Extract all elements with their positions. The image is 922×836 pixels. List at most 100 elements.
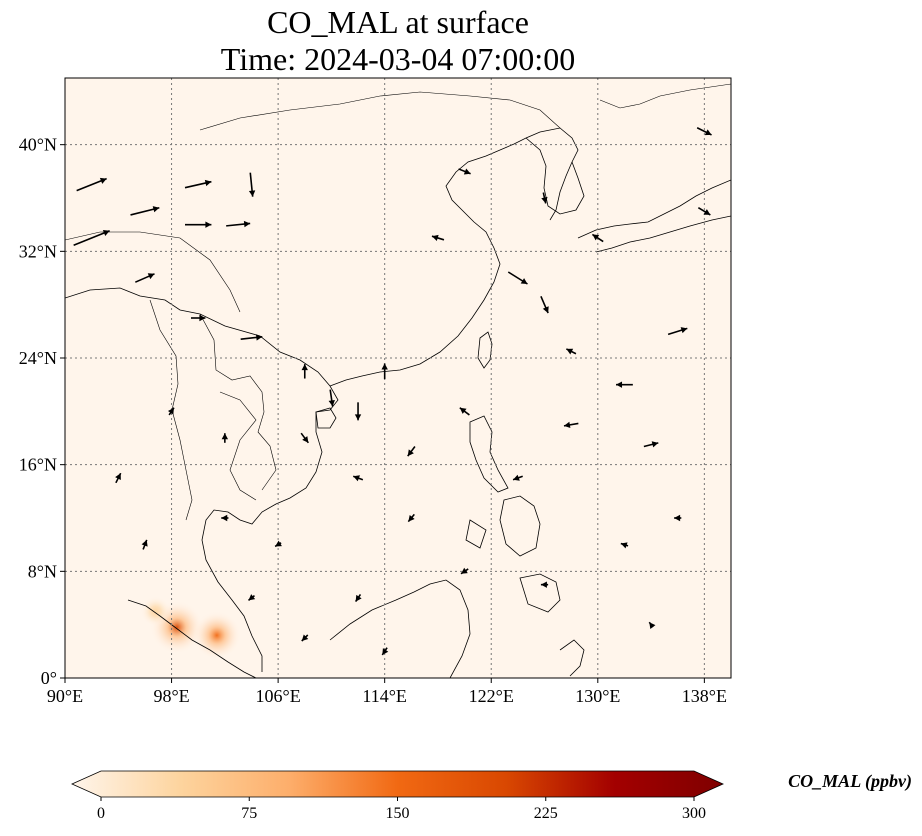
x-tick-label: 90°E bbox=[47, 686, 83, 706]
mindanao-coast bbox=[519, 573, 561, 613]
wind-arrow bbox=[566, 348, 577, 355]
y-tick-label: 40°N bbox=[19, 135, 57, 155]
map-frame bbox=[64, 77, 732, 679]
chart-title-line2: Time: 2024-03-04 07:00:00 bbox=[221, 41, 575, 77]
wind-arrow bbox=[354, 402, 362, 421]
hainan-island bbox=[315, 407, 337, 429]
chart-title-line1: CO_MAL at surface bbox=[267, 4, 529, 40]
x-tick-label: 122°E bbox=[469, 686, 514, 706]
wind-arrow bbox=[541, 192, 548, 204]
wind-arrow bbox=[643, 441, 659, 448]
wind-arrow bbox=[354, 593, 362, 603]
wind-arrow bbox=[407, 446, 416, 457]
x-tick-label: 130°E bbox=[575, 686, 620, 706]
colorbar-tick-label: 300 bbox=[682, 805, 706, 822]
wind-arrow bbox=[697, 207, 711, 216]
wind-arrow bbox=[274, 540, 282, 548]
map-background bbox=[65, 78, 731, 678]
wind-arrow bbox=[431, 234, 445, 241]
y-tick-label: 0° bbox=[41, 668, 57, 688]
sumatra-island bbox=[127, 599, 257, 678]
japan-coast bbox=[577, 179, 731, 239]
colorbar-tick-label: 225 bbox=[534, 805, 558, 822]
wind-arrow bbox=[76, 177, 107, 192]
wind-arrow bbox=[512, 474, 523, 481]
wind-arrow bbox=[328, 389, 335, 407]
inland-border-6 bbox=[219, 391, 257, 501]
wind-arrow bbox=[507, 271, 528, 285]
wind-arrow bbox=[184, 179, 212, 189]
wind-arrow bbox=[460, 567, 469, 575]
x-tick-label: 106°E bbox=[256, 686, 301, 706]
wind-arrow bbox=[458, 168, 471, 175]
colorbar-tick-label: 150 bbox=[386, 805, 410, 822]
y-axis-ticks: 0° 8°N 16°N 24°N 32°N 40°N bbox=[19, 135, 65, 688]
wind-arrow bbox=[226, 220, 251, 228]
sulawesi-island bbox=[559, 639, 585, 677]
y-tick-label: 32°N bbox=[19, 241, 57, 261]
wind-arrow bbox=[191, 314, 206, 322]
wind-arrow bbox=[115, 472, 122, 484]
wind-arrow bbox=[247, 594, 256, 602]
philippines-south-islands bbox=[465, 495, 541, 557]
inland-border-3 bbox=[65, 231, 241, 313]
inland-border-4 bbox=[199, 91, 561, 131]
x-tick-label: 114°E bbox=[362, 686, 407, 706]
wind-arrow bbox=[459, 407, 470, 416]
wind-arrow bbox=[352, 475, 364, 482]
wind-arrow bbox=[407, 513, 415, 523]
y-tick-label: 16°N bbox=[19, 455, 57, 475]
colorbar-tick-label: 0 bbox=[97, 805, 105, 822]
colorbar: 0 75 150 225 300 CO_MAL (ppbv) bbox=[71, 770, 912, 822]
y-tick-label: 24°N bbox=[19, 348, 57, 368]
wind-arrow bbox=[134, 273, 155, 283]
x-axis-ticks: 90°E 98°E 106°E 114°E 122°E 130°E 138°E bbox=[47, 678, 727, 706]
colorbar-gradient bbox=[71, 770, 724, 798]
x-tick-label: 98°E bbox=[153, 686, 189, 706]
wind-arrow bbox=[648, 621, 656, 629]
inland-border-5 bbox=[599, 83, 731, 109]
wind-arrow bbox=[591, 233, 604, 243]
map-panel bbox=[64, 77, 732, 679]
wind-arrow bbox=[167, 407, 175, 416]
wind-arrow bbox=[667, 327, 688, 336]
wind-arrow bbox=[381, 363, 388, 380]
wind-arrow bbox=[696, 127, 712, 136]
wind-arrow bbox=[301, 364, 308, 379]
borneo-island bbox=[329, 579, 471, 678]
korea-peninsula-coast bbox=[525, 137, 585, 215]
wind-arrow bbox=[240, 334, 263, 341]
co-hotspot bbox=[140, 596, 171, 627]
colorbar-tick-label: 75 bbox=[241, 805, 257, 822]
wind-arrow bbox=[185, 221, 212, 228]
luzon-island bbox=[469, 415, 509, 493]
wind-arrow bbox=[248, 172, 256, 197]
wind-arrow bbox=[616, 381, 633, 388]
wind-arrow bbox=[620, 542, 629, 549]
inland-border-1 bbox=[199, 313, 277, 491]
japan-south-coast bbox=[595, 215, 731, 253]
wind-arrow bbox=[540, 581, 549, 588]
colorbar-label: CO_MAL (ppbv) bbox=[788, 771, 912, 792]
wind-arrow bbox=[540, 295, 549, 314]
co-hotspot bbox=[192, 611, 242, 660]
wind-arrow bbox=[221, 433, 229, 443]
wind-arrow bbox=[563, 421, 579, 429]
wind-arrow bbox=[674, 514, 682, 522]
wind-arrow bbox=[221, 514, 229, 522]
colorbar-ticks: 0 75 150 225 300 bbox=[97, 797, 706, 822]
wind-arrow bbox=[130, 206, 160, 216]
taiwan-island bbox=[477, 331, 493, 369]
wind-arrow bbox=[73, 230, 110, 246]
china-east-coastline bbox=[329, 127, 579, 387]
wind-arrow bbox=[300, 432, 309, 444]
y-tick-label: 8°N bbox=[28, 561, 57, 581]
asia-mainland-coastline bbox=[65, 287, 339, 672]
wind-vectors bbox=[73, 127, 712, 656]
wind-arrow bbox=[301, 634, 309, 642]
x-tick-label: 138°E bbox=[682, 686, 727, 706]
wind-arrow bbox=[381, 647, 389, 656]
gridlines bbox=[65, 78, 731, 678]
coastlines bbox=[65, 83, 731, 678]
